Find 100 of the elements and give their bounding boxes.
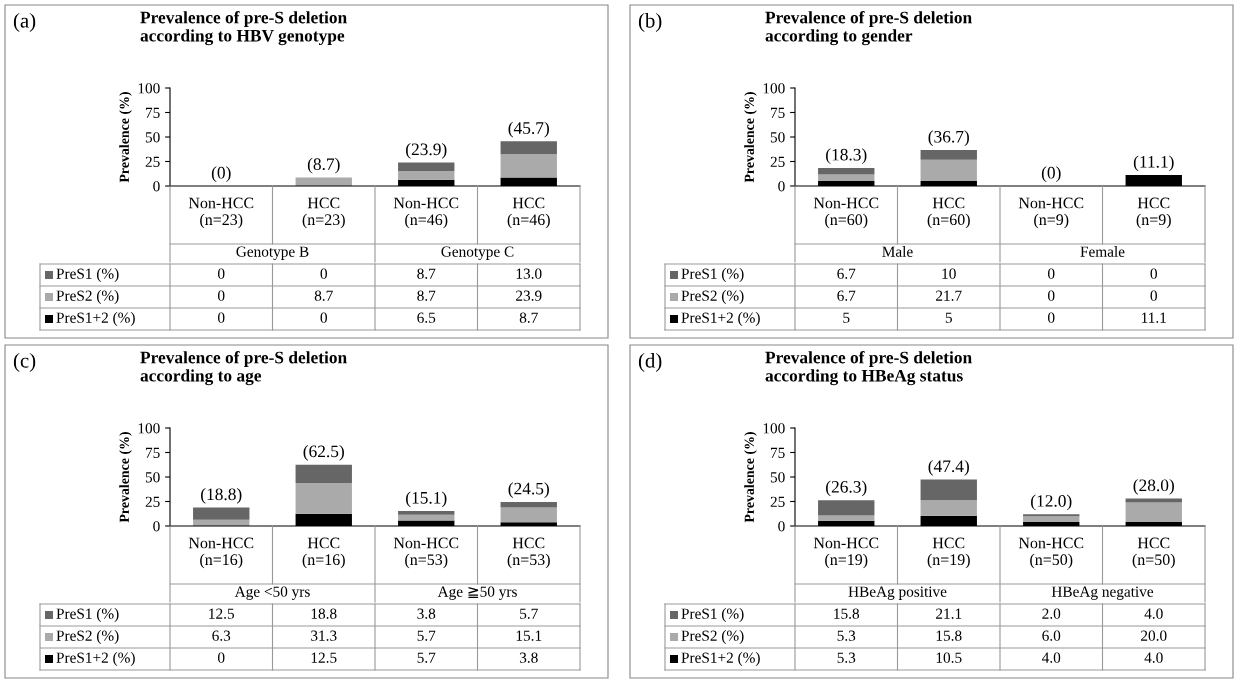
x-tick-label: HCC (n=19) [927,537,970,569]
y-tick-label: 0 [153,181,160,192]
chart-title: Prevalence of pre-S deletion according to HBeAg status [765,351,972,386]
chart-title: Prevalence of pre-S deletion according to age [140,351,347,386]
text: Age <50 yrs [234,586,310,600]
data-label: 10 [942,268,956,279]
x-tick-label: Non-HCC (n=60) [813,197,879,229]
y-tick-label: 100 [763,423,785,434]
data-label: 6.7 [837,268,856,279]
bar [500,141,557,155]
data-label: 3.8 [417,608,436,619]
total-label: (23.9) [406,142,447,159]
data-label: 0 [1150,290,1157,301]
total-label: (8.7) [307,157,340,174]
x-tick-label: HCC (n=9) [1136,197,1171,229]
x-tick-label: Non-HCC (n=16) [188,537,254,569]
x-tick-label: HCC (n=16) [302,537,345,569]
x-tick-label: Non-HCC (n=19) [813,537,879,569]
text: Genotype C [441,246,514,260]
y-tick-label: 0 [778,181,785,192]
data-label: 0 [320,268,327,279]
bar [193,507,250,520]
y-tick-label: 0 [153,521,160,532]
y-axis-title: Prevalence (%) [119,432,132,523]
data-label: 11.1 [1142,312,1166,323]
data-label: 5.7 [520,608,538,619]
data-label: 20.0 [1141,630,1167,641]
bar [920,500,977,516]
bar [295,464,352,484]
data-label: 0 [1048,290,1055,301]
data-label: 21.7 [936,290,962,301]
legend-label: PreS1+2 (%) [681,312,760,326]
data-label: 5.3 [837,652,856,663]
legend-label: PreS1 (%) [681,268,744,282]
x-tick-label: HCC (n=46) [507,197,550,229]
text: Male [882,246,913,257]
total-label: (62.5) [303,444,344,461]
bar [398,162,455,172]
total-label: (36.7) [928,130,969,147]
data-label: 21.1 [936,608,962,619]
total-label: (28.0) [1133,478,1174,495]
text: (b) [638,13,662,32]
y-tick-label: 100 [138,83,160,94]
data-label: 3.8 [519,652,538,663]
bar [818,515,875,521]
y-axis-title: Prevalence (%) [744,92,757,183]
legend-label: PreS2 (%) [681,630,744,644]
data-label: 6.7 [837,290,856,301]
data-label: 8.7 [417,268,436,279]
data-label: 8.7 [417,290,436,301]
total-label: (15.1) [406,491,447,508]
text: Genotype B [236,246,309,260]
data-label: 31.3 [311,630,337,641]
y-tick-label: 75 [146,447,160,458]
y-tick-label: 50 [145,132,160,143]
x-tick-label: HCC (n=23) [302,197,345,229]
data-label: 5.7 [417,652,436,663]
bar [398,171,455,180]
y-tick-label: 50 [770,132,785,143]
total-label: (26.3) [826,480,867,497]
total-label: (11.1) [1133,155,1174,172]
data-label: 5.3 [837,630,856,641]
bar [398,511,455,515]
data-label: 5.7 [417,630,436,641]
data-label: 13.0 [516,268,542,279]
x-tick-label: Non-HCC (n=50) [1018,537,1084,569]
data-label: 2.0 [1042,608,1061,619]
bar [920,150,977,160]
legend-label: PreS1+2 (%) [681,652,760,666]
bar [920,479,977,501]
total-label: (18.8) [201,487,242,504]
data-label: 4.0 [1042,652,1061,663]
bar [1125,502,1182,523]
total-label: (12.0) [1031,494,1072,511]
total-label: (0) [211,166,231,183]
data-label: 0 [1048,268,1055,279]
legend-label: PreS1 (%) [56,608,119,622]
data-label: 8.7 [519,312,538,323]
data-label: 12.5 [311,652,337,663]
data-label: 10.5 [936,652,962,663]
legend-label: PreS1+2 (%) [56,652,135,666]
bar [920,159,977,182]
y-axis-title: Prevalence (%) [119,92,132,183]
data-label: 0 [218,290,225,301]
data-label: 5 [843,312,850,323]
bar [818,500,875,516]
y-tick-label: 25 [145,156,160,167]
x-tick-label: HCC (n=53) [507,537,550,569]
data-label: 4.0 [1144,608,1163,619]
text: Female [1080,246,1125,257]
data-label: 23.9 [516,290,542,301]
legend-label: PreS2 (%) [56,630,119,644]
data-label: 6.0 [1042,630,1061,641]
bar [500,154,557,178]
bar [818,167,875,175]
y-tick-label: 100 [763,83,785,94]
y-tick-label: 25 [145,496,160,507]
text: (c) [13,353,36,372]
total-label: (24.5) [508,482,549,498]
legend-label: PreS1+2 (%) [56,312,135,326]
